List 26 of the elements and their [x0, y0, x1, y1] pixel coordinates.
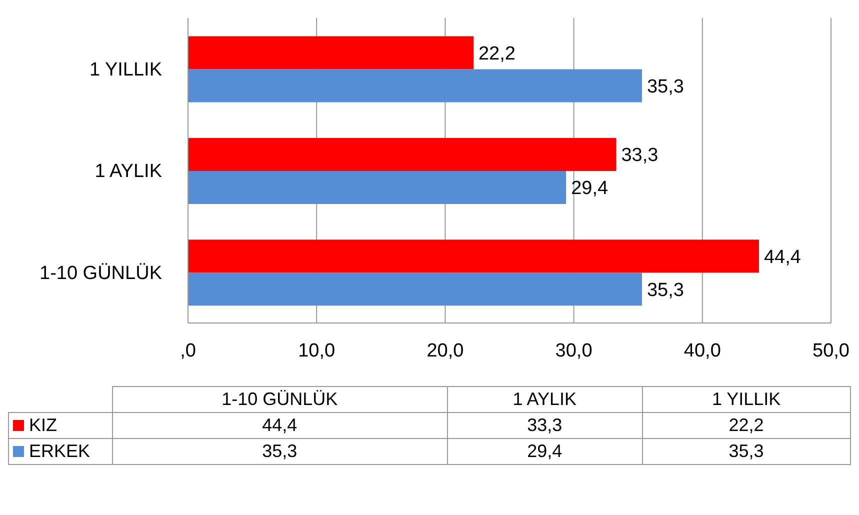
category-label: 1 AYLIK [512, 389, 576, 409]
data-label: 35,3 [646, 280, 684, 301]
x-tick-label: 30,0 [555, 340, 592, 362]
x-tick-label: ,0 [180, 340, 196, 362]
data-label: 22,2 [478, 44, 516, 65]
x-tick-label: 50,0 [812, 340, 850, 362]
data-label: 33,3 [621, 145, 658, 166]
category-label: 1-10 GÜNLÜK [222, 389, 338, 409]
text: 35,3 [728, 441, 764, 461]
text: 44,4 [262, 415, 298, 435]
category-label: 1 YILLIK [712, 389, 781, 409]
y-tick-label: 1 AYLIK [94, 161, 162, 182]
text: 33,3 [527, 415, 562, 435]
x-tick-label: 40,0 [684, 340, 721, 362]
x-tick-label: 10,0 [298, 340, 336, 362]
x-tick-label: 20,0 [426, 340, 464, 362]
text: 22,2 [728, 415, 764, 435]
legend-label: KIZ [8, 412, 112, 438]
data-label: 35,3 [646, 76, 684, 98]
text: 35,3 [262, 441, 298, 461]
y-tick-label: 1-10 GÜNLÜK [40, 262, 162, 284]
y-tick-label: 1 YILLIK [89, 60, 162, 81]
text: 29,4 [527, 441, 562, 461]
data-label: 29,4 [571, 178, 608, 200]
data-label: 44,4 [764, 246, 802, 268]
legend-label: ERKEK [8, 438, 112, 464]
